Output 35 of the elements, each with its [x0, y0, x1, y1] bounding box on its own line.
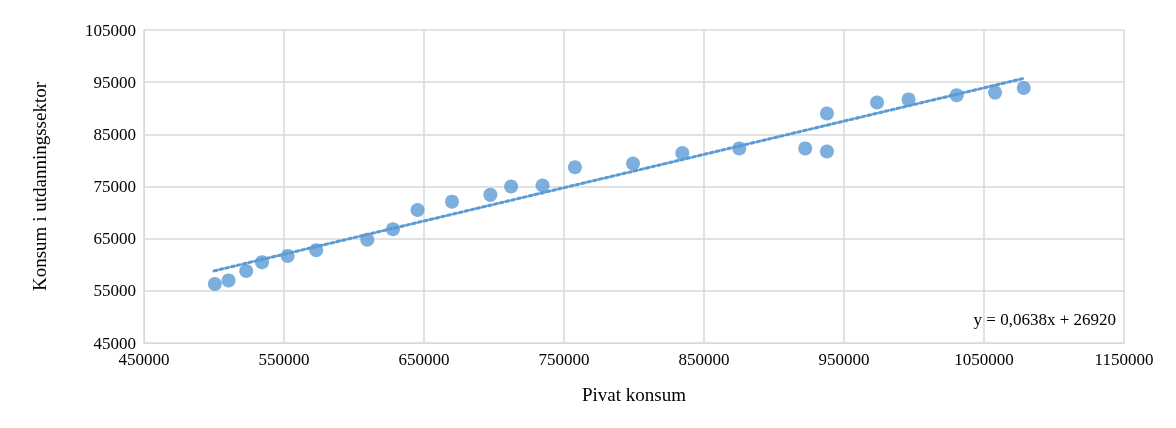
x-tick-label: 550000 [258, 350, 310, 369]
point [870, 95, 885, 110]
point [675, 146, 690, 161]
point [535, 178, 550, 193]
y-tick-label: 65000 [93, 229, 136, 249]
annotation: y = 0,0638x + 26920 [973, 310, 1117, 329]
point [819, 144, 834, 159]
y-tick-label: 105000 [85, 20, 136, 40]
point [239, 264, 254, 279]
point [567, 160, 582, 175]
point [1016, 80, 1031, 95]
point [445, 194, 459, 209]
y-tick-label: 75000 [93, 177, 136, 196]
point [988, 85, 1003, 100]
x-tick-label: 850000 [678, 350, 730, 369]
x-tick-label: 650000 [398, 350, 450, 369]
point [483, 187, 498, 202]
y-tick-label: 95000 [93, 72, 136, 92]
y-tick-label: 55000 [93, 281, 136, 301]
y-axis-title: Konsum i utdanningssektor [29, 81, 50, 291]
x-axis-title: Pivat konsum [582, 384, 687, 405]
point [410, 202, 425, 217]
point [819, 106, 834, 121]
x-tick-label: 1150000 [1094, 350, 1154, 369]
y-tick-label: 45000 [93, 333, 136, 353]
y-tick-label: 85000 [93, 124, 136, 144]
x-tick-label: 450000 [118, 350, 170, 369]
x-tick-label: 950000 [818, 350, 870, 369]
x-tick-label: 750000 [538, 350, 590, 369]
point [798, 141, 813, 156]
point [221, 273, 236, 288]
x-tick-label: 1050000 [954, 350, 1014, 369]
point [207, 277, 222, 292]
point [626, 156, 641, 171]
point [504, 179, 519, 194]
